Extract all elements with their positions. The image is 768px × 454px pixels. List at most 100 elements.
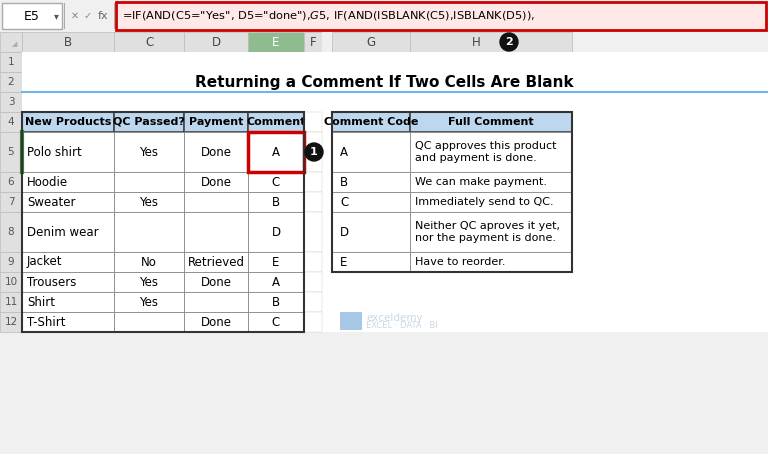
Bar [22, 292, 768, 312]
Bar [0, 92, 22, 112]
Bar [332, 112, 410, 132]
Text: A: A [272, 145, 280, 158]
Bar [248, 132, 304, 172]
Text: Comment Code: Comment Code [324, 117, 419, 127]
Text: fx: fx [98, 11, 108, 21]
Bar [22, 192, 114, 212]
Bar [22, 292, 114, 312]
Bar [114, 192, 184, 212]
Bar [22, 212, 114, 252]
Text: F: F [310, 35, 316, 49]
Text: 10: 10 [5, 277, 18, 287]
Bar [184, 192, 248, 212]
Text: E: E [273, 35, 280, 49]
Text: Denim wear: Denim wear [27, 226, 98, 238]
Bar [0, 272, 22, 292]
Text: 9: 9 [8, 257, 15, 267]
Bar [114, 252, 184, 272]
Bar [332, 132, 410, 172]
Bar [322, 32, 332, 52]
Bar [22, 172, 114, 192]
Text: 2: 2 [8, 77, 15, 87]
Text: 5: 5 [8, 147, 15, 157]
Bar [248, 112, 304, 132]
Text: Full Comment: Full Comment [449, 117, 534, 127]
Text: 12: 12 [5, 317, 18, 327]
Bar [304, 32, 322, 52]
Bar [304, 292, 322, 312]
Bar [184, 112, 248, 132]
Bar [304, 172, 322, 192]
Bar [0, 252, 22, 272]
Bar [332, 32, 410, 52]
Text: C: C [272, 316, 280, 329]
Text: Yes: Yes [140, 196, 158, 208]
Bar [22, 132, 114, 172]
Text: D: D [211, 35, 220, 49]
Text: Yes: Yes [140, 276, 158, 288]
Text: ◢: ◢ [12, 41, 17, 47]
Bar [22, 272, 114, 292]
Bar [0, 132, 22, 172]
Text: C: C [340, 196, 348, 208]
Text: D: D [271, 226, 280, 238]
Text: =IF(AND(C5="Yes", D5="done"),$G$5, IF(AND(ISBLANK(C5),ISBLANK(D5)),: =IF(AND(C5="Yes", D5="done"),$G$5, IF(AN… [122, 10, 535, 23]
Bar [0, 192, 22, 212]
Text: 1: 1 [310, 147, 318, 157]
Text: 8: 8 [8, 227, 15, 237]
Text: No: No [141, 256, 157, 268]
Text: D: D [340, 226, 349, 238]
Bar [22, 272, 768, 292]
Bar [410, 32, 572, 52]
Bar [22, 112, 304, 332]
Text: QC Passed?: QC Passed? [113, 117, 185, 127]
Text: Hoodie: Hoodie [27, 176, 68, 188]
Bar [248, 272, 304, 292]
Bar [410, 132, 572, 172]
Text: C: C [145, 35, 153, 49]
Bar [332, 112, 572, 272]
Bar [114, 112, 184, 132]
Bar [248, 212, 304, 252]
Bar [22, 32, 114, 52]
Text: A: A [340, 145, 348, 158]
Text: A: A [272, 276, 280, 288]
Text: Have to reorder.: Have to reorder. [415, 257, 505, 267]
Text: C: C [272, 176, 280, 188]
Text: Trousers: Trousers [27, 276, 76, 288]
Bar [22, 112, 768, 132]
Bar [116, 2, 766, 30]
Bar [184, 212, 248, 252]
Bar [332, 192, 410, 212]
Bar [248, 192, 304, 212]
Text: E: E [340, 256, 347, 268]
Bar [184, 272, 248, 292]
Text: Done: Done [200, 276, 231, 288]
Bar [114, 3, 115, 29]
Bar [340, 312, 362, 330]
Bar [22, 252, 114, 272]
Bar [184, 132, 248, 172]
Bar [22, 192, 768, 212]
Bar [248, 172, 304, 192]
Bar [184, 292, 248, 312]
Bar [248, 292, 304, 312]
Bar [22, 72, 768, 92]
Bar [0, 212, 22, 252]
Bar [0, 292, 22, 312]
Text: ▾: ▾ [54, 11, 58, 21]
Text: 1: 1 [8, 57, 15, 67]
Bar [114, 132, 184, 172]
Text: Jacket: Jacket [27, 256, 62, 268]
Bar [114, 172, 184, 192]
Bar [184, 312, 248, 332]
Bar [114, 292, 184, 312]
Text: Immediately send to QC.: Immediately send to QC. [415, 197, 554, 207]
Text: Returning a Comment If Two Cells Are Blank: Returning a Comment If Two Cells Are Bla… [194, 74, 574, 89]
Bar [114, 272, 184, 292]
Text: 4: 4 [8, 117, 15, 127]
Bar [22, 112, 114, 132]
Bar [332, 252, 410, 272]
Text: Retrieved: Retrieved [187, 256, 244, 268]
Text: H: H [472, 35, 480, 49]
